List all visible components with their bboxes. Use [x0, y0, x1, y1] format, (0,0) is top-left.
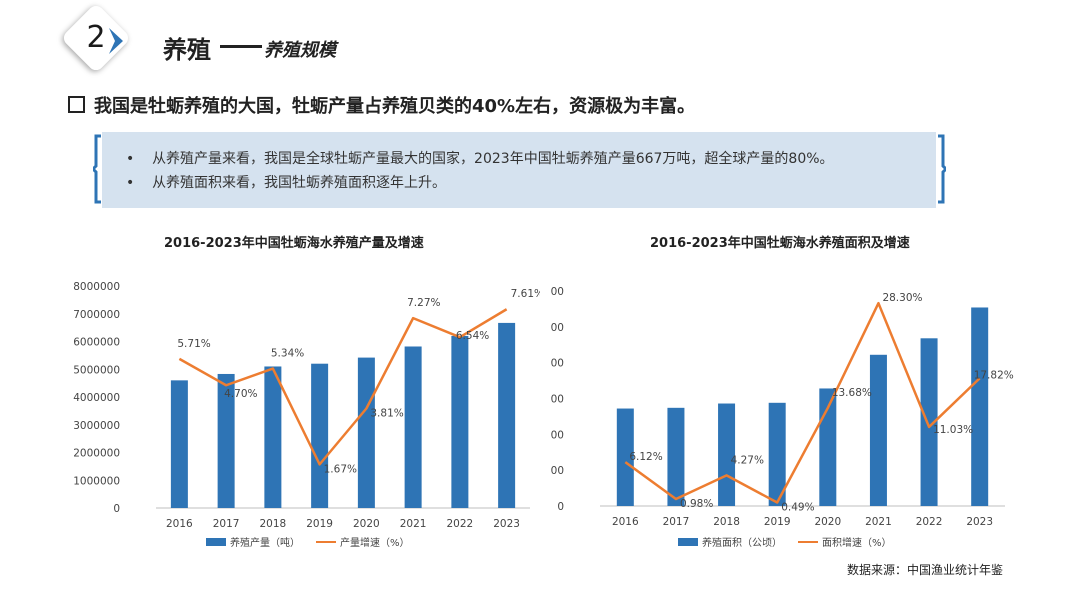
data-label: 4.27%: [731, 454, 764, 466]
bar: [217, 373, 235, 508]
bar: [971, 307, 989, 506]
growth-line: [624, 301, 981, 504]
title-separator-dash: [220, 45, 262, 48]
bar: [768, 402, 786, 506]
x-tick-label: 2020: [814, 516, 841, 528]
y-tick-label: 7000000: [73, 309, 120, 321]
data-label: 11.03%: [933, 424, 973, 436]
bar: [667, 407, 685, 506]
y-tick-label: 1000000: [73, 475, 120, 487]
x-tick-label: 2022: [447, 518, 474, 530]
x-tick-label: 2017: [663, 516, 690, 528]
x-tick-label: 2018: [260, 518, 287, 530]
data-label: 13.68%: [832, 387, 872, 399]
data-label: 7.61%: [511, 288, 540, 300]
data-label: 3.81%: [370, 407, 403, 419]
headline: 我国是牡蛎养殖的大国，牡蛎产量占养殖贝类的40%左右，资源极为丰富。: [94, 96, 696, 117]
x-tick-label: 2017: [213, 518, 240, 530]
page-subtitle: 养殖规模: [264, 40, 336, 61]
right-bracket-icon: [938, 134, 946, 204]
y-tick-label: 6000000: [73, 337, 120, 349]
data-label: 1.67%: [324, 463, 357, 475]
x-tick-label: 2023: [966, 516, 993, 528]
chart-title-production: 2016-2023年中国牡蛎海水养殖产量及增速: [164, 236, 424, 251]
legend-label: 养殖产量（吨）: [230, 536, 300, 549]
x-tick-label: 2023: [493, 518, 520, 530]
legend-swatch-bar: [206, 538, 226, 546]
x-tick-label: 2016: [612, 516, 639, 528]
page-title: 养殖: [163, 36, 211, 64]
bar: [920, 338, 938, 506]
data-label: 5.34%: [271, 348, 304, 360]
x-tick-label: 2019: [764, 516, 791, 528]
bar: [404, 346, 422, 508]
bar: [498, 322, 516, 508]
source-note: 数据来源：中国渔业统计年鉴: [847, 563, 1004, 577]
data-label: 0.98%: [680, 498, 713, 510]
data-label: 6.12%: [629, 451, 662, 463]
bar: [718, 403, 736, 506]
bar: [357, 357, 375, 508]
bar: [451, 335, 469, 508]
x-tick-label: 2021: [865, 516, 892, 528]
y-tick-label: 50000: [550, 465, 564, 477]
legend-label: 产量增速（%）: [340, 536, 410, 549]
x-tick-label: 2020: [353, 518, 380, 530]
bar: [170, 380, 188, 508]
badge-accent-chevron: [109, 28, 123, 54]
section-number: 2: [86, 20, 106, 55]
summary-bullet-text: 从养殖面积来看，我国牡蛎养殖面积逐年上升。: [152, 175, 447, 191]
x-tick-label: 2022: [916, 516, 943, 528]
checkbox-icon: [68, 96, 85, 113]
legend-label: 养殖面积（公顷）: [702, 536, 782, 549]
y-tick-label: 100000: [550, 429, 564, 441]
x-tick-label: 2018: [713, 516, 740, 528]
production-chart: 0 1000000 2000000 3000000 4000000 5000000 6000…: [73, 281, 540, 549]
y-tick-label: 0: [557, 501, 564, 513]
left-bracket-icon: [93, 134, 101, 204]
chart-title-area: 2016-2023年中国牡蛎海水养殖面积及增速: [650, 236, 910, 251]
data-label: 0.49%: [781, 501, 814, 513]
data-label: 28.30%: [882, 292, 922, 304]
data-label: 17.82%: [974, 369, 1014, 381]
bar: [616, 408, 634, 506]
summary-bullet-text: 从养殖产量来看，我国是全球牡蛎产量最大的国家，2023年中国牡蛎养殖产量667万…: [152, 151, 834, 167]
y-tick-label: 250000: [550, 322, 564, 334]
bar: [311, 363, 329, 508]
y-tick-label: 0: [113, 503, 120, 515]
x-tick-label: 2016: [166, 518, 193, 530]
y-tick-label: 8000000: [73, 281, 120, 293]
summary-bullet: • 从养殖面积来看，我国牡蛎养殖面积逐年上升。: [126, 175, 447, 191]
y-tick-label: 150000: [550, 394, 564, 406]
data-label: 6.54%: [456, 330, 489, 342]
legend-label: 面积增速（%）: [822, 536, 892, 549]
y-tick-label: 200000: [550, 358, 564, 370]
bar: [264, 366, 282, 508]
data-label: 7.27%: [407, 297, 440, 309]
area-chart: 0 50000 100000 150000 200000 250000 300000 2016…: [550, 286, 1014, 549]
y-tick-label: 300000: [550, 286, 564, 298]
y-tick-label: 4000000: [73, 392, 120, 404]
summary-box: • 从养殖产量来看，我国是全球牡蛎产量最大的国家，2023年中国牡蛎养殖产量66…: [102, 132, 936, 208]
bar: [869, 354, 887, 506]
y-tick-label: 3000000: [73, 420, 120, 432]
x-tick-label: 2019: [306, 518, 333, 530]
data-label: 5.71%: [177, 338, 210, 350]
y-tick-label: 5000000: [73, 364, 120, 376]
legend-swatch-bar: [678, 538, 698, 546]
data-label: 4.70%: [224, 388, 257, 400]
x-tick-label: 2021: [400, 518, 427, 530]
y-tick-label: 2000000: [73, 448, 120, 460]
growth-line: [178, 308, 508, 466]
summary-bullet: • 从养殖产量来看，我国是全球牡蛎产量最大的国家，2023年中国牡蛎养殖产量66…: [126, 151, 834, 167]
